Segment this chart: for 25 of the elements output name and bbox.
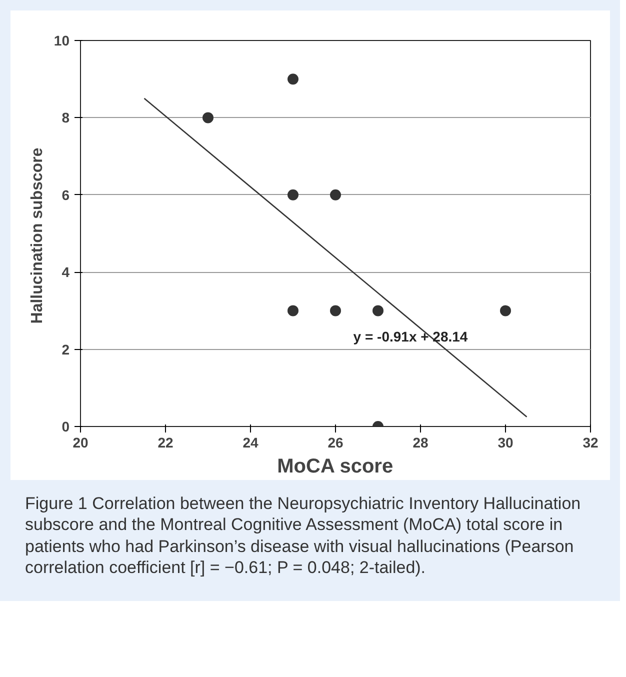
y-tick-label: 10 <box>54 32 70 48</box>
point <box>500 305 511 316</box>
x-tick-label: 22 <box>158 434 174 450</box>
point <box>288 74 298 85</box>
x-tick-label: 28 <box>412 434 428 450</box>
caption: Figure 1 Correlation between the Neuropsychiatric Inventory Hallucination subscore and the Montreal Cognitive Assessment (MoCA) total score in patients who had Parkinson’s disease with visual hallucinations (Pearson correlation coefficient [r] = −0.61; P = 0.048; 2-tailed). <box>25 493 582 578</box>
point <box>202 112 214 124</box>
y-tick-label: 4 <box>62 264 70 280</box>
x-axis-title: MoCA score <box>277 456 394 478</box>
y-tick-label: 0 <box>62 418 70 434</box>
y-axis-title: Hallucination subscore <box>28 148 46 324</box>
point <box>288 305 298 316</box>
point <box>330 189 341 200</box>
y-tick-label: 2 <box>62 341 70 358</box>
x-tick-label: 30 <box>498 434 514 450</box>
point <box>372 305 384 316</box>
y-tick-label: 6 <box>62 186 70 203</box>
point <box>330 305 341 316</box>
point <box>288 189 298 200</box>
x-tick-label: 26 <box>328 434 344 450</box>
x-tick-label: 24 <box>242 434 258 450</box>
x-tick-label: 32 <box>582 434 598 450</box>
x-tick-label: 20 <box>72 434 88 450</box>
y-tick-label: 8 <box>62 110 70 126</box>
annotation: y = -0.91x + 28.14 <box>353 328 468 344</box>
